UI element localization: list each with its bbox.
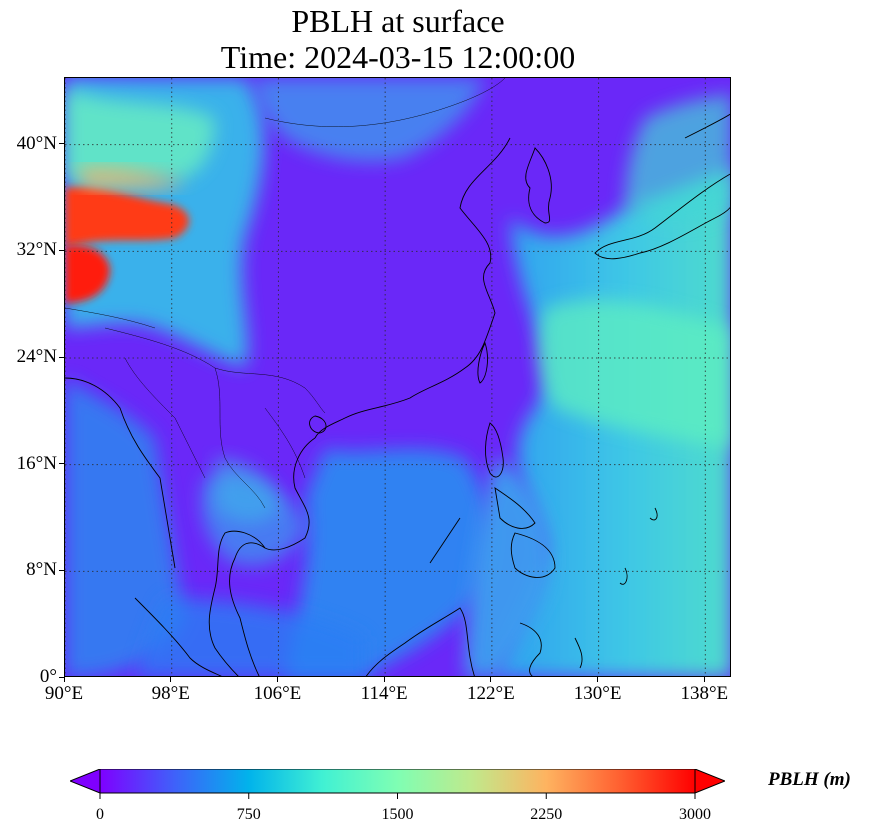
x-tick-label: 106°E: [253, 683, 302, 704]
map-plot-area: [64, 77, 731, 677]
x-tickmark: [276, 677, 278, 682]
tibet-high: [65, 88, 215, 183]
y-tick-label: 24°N: [16, 346, 57, 367]
y-tickmark: [59, 676, 64, 678]
sulawesi-coastline: [519, 622, 542, 676]
chart-subtitle-time: Time: 2024-03-15 12:00:00: [220, 39, 576, 75]
x-tickmark: [63, 677, 65, 682]
philippines-sea-mid: [465, 458, 552, 676]
myanmar-coastline: [65, 377, 176, 569]
colorbar-tick-label: 1500: [381, 806, 414, 823]
x-tick-label: 114°E: [360, 683, 408, 704]
pacific-high-band: [538, 299, 730, 448]
y-tickmark: [59, 249, 64, 251]
border-indochina: [214, 367, 306, 509]
colorbar-tick-label: 2250: [530, 806, 563, 823]
hainan-coastline: [309, 415, 327, 434]
colorbar-tick-label: 0: [96, 806, 104, 823]
taiwan-coastline: [477, 341, 488, 384]
x-tick-label: 122°E: [467, 683, 515, 704]
border-china-south: [104, 327, 326, 414]
chart-title: PBLH at surface: [291, 3, 505, 39]
northeast-mid: [255, 78, 485, 162]
islands-coastline: [574, 507, 658, 669]
borders: [65, 78, 506, 509]
tibet-very-high: [65, 186, 189, 246]
luzon-coastline: [485, 422, 504, 478]
pacific-upper-band: [625, 93, 730, 223]
coastlines: [65, 113, 730, 676]
y-tick-label: 32°N: [16, 239, 57, 261]
y-tickmark: [59, 463, 64, 465]
visayas-coastline: [494, 487, 536, 529]
x-tick-label: 90°E: [44, 683, 84, 704]
colorbar-label: PBLH (m): [768, 769, 851, 790]
borneo-coastline: [365, 607, 475, 676]
y-tickmark: [59, 356, 64, 358]
x-tick-label: 130°E: [573, 683, 622, 704]
bay-of-bengal-field: [65, 378, 185, 676]
maritime-mid: [135, 598, 365, 676]
colorbar-tick-label: 750: [236, 806, 261, 823]
japan-coastline: [594, 173, 730, 260]
y-tick-label: 16°N: [16, 452, 57, 474]
x-tickmark: [597, 677, 599, 682]
korea-coastline: [525, 147, 552, 224]
pblh-field: [65, 78, 730, 676]
tibet-extreme: [65, 245, 110, 303]
x-tick-label: 138°E: [680, 683, 729, 704]
colorbar-tick-label: 3000: [679, 806, 711, 823]
china-coastline: [314, 137, 511, 439]
colorbar: [70, 769, 725, 799]
y-tick-label: 8°N: [26, 559, 57, 581]
tibet-transition: [75, 166, 185, 190]
border-mongolia: [264, 78, 506, 127]
x-tickmark: [703, 677, 705, 682]
border-himalaya: [65, 307, 156, 329]
gridlines: [65, 78, 730, 676]
map-canvas: [65, 78, 730, 676]
colorbar-bar: [99, 769, 696, 794]
y-tickmark: [59, 569, 64, 571]
x-tick-label: 98°E: [151, 683, 190, 704]
palawan-coastline: [429, 517, 461, 564]
x-tickmark: [383, 677, 385, 682]
y-tick-label: 40°N: [16, 132, 57, 154]
y-tick-label: 0°: [39, 666, 57, 687]
colorbar-extend-high: [694, 769, 725, 794]
colorbar-tickmarks: [99, 793, 696, 799]
y-tickmark: [59, 143, 64, 145]
colorbar-extend-low: [70, 769, 101, 794]
sumatra-coastline: [134, 597, 222, 676]
x-tickmark: [170, 677, 172, 682]
mindanao-coastline: [510, 532, 556, 578]
gulf-of-thailand-coastline: [208, 530, 266, 676]
border-myanmar: [124, 357, 206, 479]
scs-field: [285, 448, 489, 676]
x-tickmark: [490, 677, 492, 682]
malay-highs: [215, 458, 280, 523]
japan-north-coastline: [684, 113, 730, 139]
